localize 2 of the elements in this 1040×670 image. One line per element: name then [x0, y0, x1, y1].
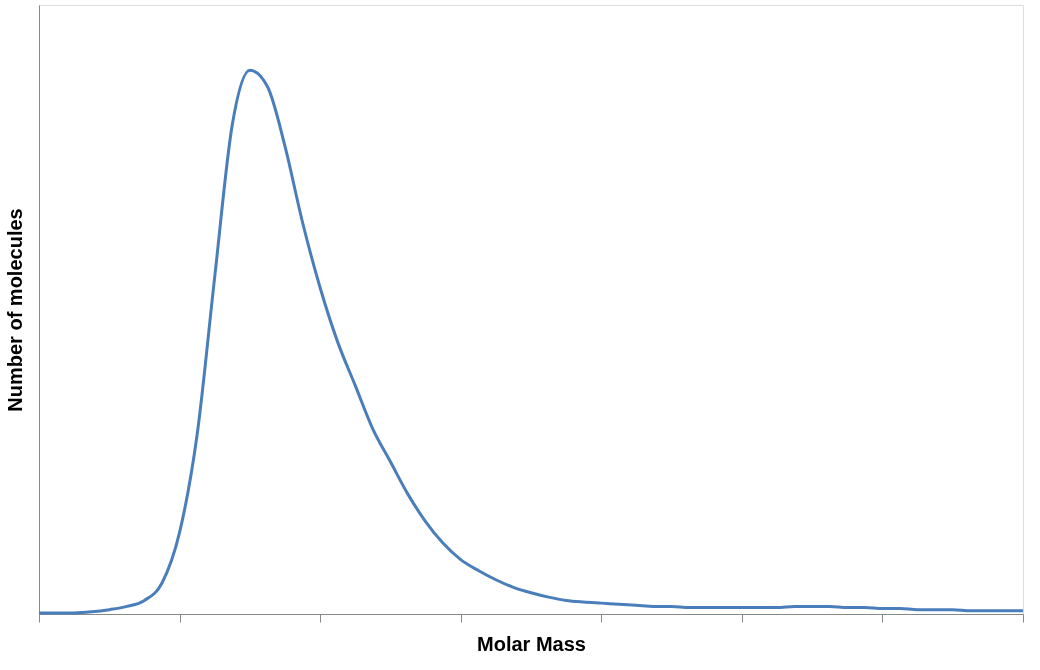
y-axis-title: Number of molecules: [3, 208, 26, 412]
x-axis-title: Molar Mass: [477, 633, 586, 655]
